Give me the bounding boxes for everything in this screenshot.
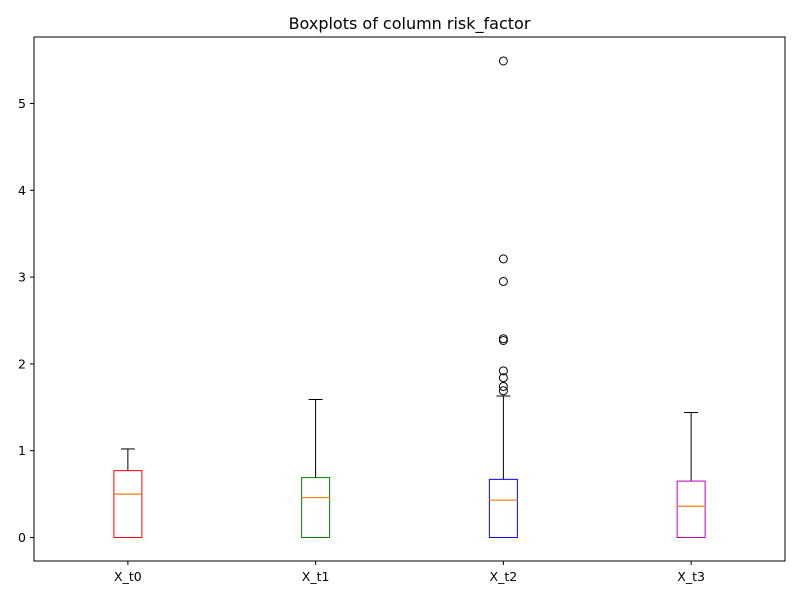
box <box>301 477 331 538</box>
outlier-point <box>498 276 508 286</box>
box <box>113 470 143 538</box>
y-tick-label: 3 <box>18 270 26 285</box>
y-tick-label: 0 <box>18 530 26 545</box>
x-tick-label: X_t1 <box>302 569 330 584</box>
outlier-point <box>498 366 508 376</box>
outlier-point <box>498 56 508 66</box>
chart-title: Boxplots of column risk_factor <box>289 14 531 34</box>
outlier-point <box>498 334 508 344</box>
outlier-point <box>498 254 508 264</box>
y-tick-label: 4 <box>18 183 26 198</box>
x-tick-label: X_t2 <box>490 569 518 584</box>
y-tick-label: 2 <box>18 356 26 371</box>
x-tick-label: X_t3 <box>677 569 705 584</box>
outlier-point <box>498 381 508 391</box>
box <box>488 478 518 538</box>
box <box>676 480 706 538</box>
y-tick-label: 1 <box>18 443 26 458</box>
outlier-point <box>498 335 508 345</box>
y-tick-label: 5 <box>18 96 26 111</box>
outlier-point <box>498 386 508 396</box>
outlier-point <box>498 373 508 383</box>
plot-frame <box>33 36 786 562</box>
x-tick-label: X_t0 <box>114 569 142 584</box>
plot-layer: 0 1 2 3 4 5 X_t0 X_t1 X_t2 X_t3 <box>18 56 706 584</box>
